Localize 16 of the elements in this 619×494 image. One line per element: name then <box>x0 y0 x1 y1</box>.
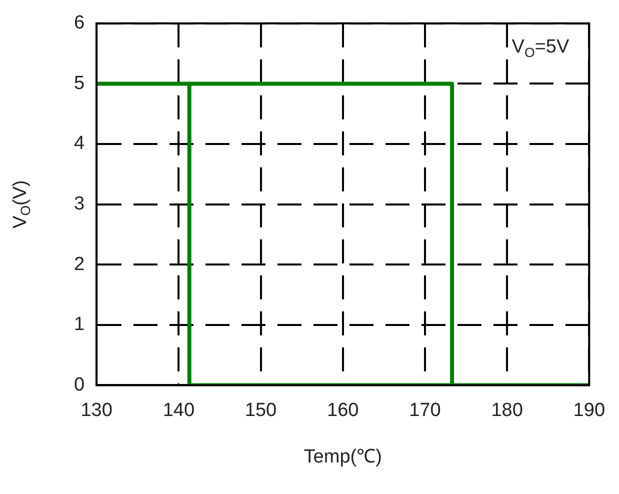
y-tick-label: 2 <box>74 254 85 275</box>
y-tick-label: 3 <box>74 194 85 215</box>
x-tick-label: 150 <box>244 400 277 421</box>
x-tick-label: 130 <box>80 400 112 421</box>
y-tick-label: 6 <box>74 12 85 34</box>
x-tick-label: 190 <box>573 400 605 421</box>
y-tick-label: 1 <box>74 314 85 336</box>
x-tick-label: 160 <box>327 400 359 421</box>
y-tick-label: 0 <box>74 374 85 396</box>
y-axis-title: VO(V) <box>10 180 33 228</box>
x-axis-title: Temp(℃) <box>304 446 382 468</box>
x-tick-label: 140 <box>162 400 195 421</box>
y-tick-label: 4 <box>74 133 85 154</box>
x-tick-label: 170 <box>409 400 441 421</box>
x-tick-label: 180 <box>491 400 523 421</box>
y-tick-label: 5 <box>74 72 85 94</box>
